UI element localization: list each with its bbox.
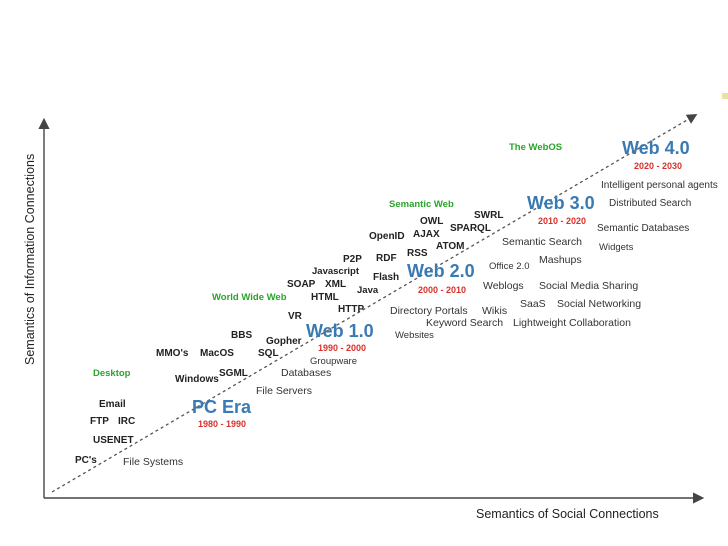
app-file-systems: File Systems	[123, 456, 184, 468]
era-years-web4: 2020 - 2030	[634, 161, 683, 171]
tech-sql: SQL	[258, 348, 279, 359]
app-file-servers: File Servers	[256, 385, 313, 397]
era-title-web2: Web 2.0	[407, 261, 475, 281]
tech-sgml: SGML	[219, 368, 248, 379]
tech-soap: SOAP	[287, 279, 316, 290]
era-years-web2: 2000 - 2010	[418, 285, 467, 295]
tech-ftp: FTP	[90, 416, 109, 427]
app-office20: Office 2.0	[489, 261, 530, 272]
tech-xml: XML	[325, 279, 347, 290]
tech-mmos: MMO's	[156, 348, 189, 359]
category-webos: The WebOS	[509, 142, 563, 153]
corner-mark	[722, 93, 728, 99]
app-directory-portals: Directory Portals	[390, 305, 468, 317]
tech-usenet: USENET	[93, 435, 134, 446]
tech-flash: Flash	[373, 272, 400, 283]
tech-owl: OWL	[420, 216, 444, 227]
app-semantic-search: Semantic Search	[502, 236, 582, 248]
era-years-web1: 1990 - 2000	[318, 343, 367, 353]
app-keyword-search: Keyword Search	[426, 317, 504, 329]
tech-email: Email	[99, 399, 126, 410]
tech-p2p: P2P	[343, 254, 362, 265]
x-axis-title: Semantics of Social Connections	[476, 507, 659, 521]
app-wikis: Wikis	[482, 305, 508, 317]
tech-windows: Windows	[175, 374, 219, 385]
tech-rss: RSS	[407, 248, 428, 259]
tech-atom: ATOM	[436, 241, 465, 252]
tech-rdf: RDF	[376, 253, 397, 264]
era-years-pc: 1980 - 1990	[198, 419, 247, 429]
app-intelligent-agents: Intelligent personal agents	[601, 180, 718, 191]
tech-http: HTTP	[338, 304, 365, 315]
trend-arrow	[51, 114, 698, 493]
app-semantic-databases: Semantic Databases	[597, 223, 690, 234]
tech-sparql: SPARQL	[450, 223, 491, 234]
era-years-web3: 2010 - 2020	[538, 216, 587, 226]
era-title-web4: Web 4.0	[622, 138, 690, 158]
era-title-web3: Web 3.0	[527, 193, 595, 213]
app-social-media-sharing: Social Media Sharing	[539, 280, 639, 292]
app-social-networking: Social Networking	[557, 298, 642, 310]
category-desktop: Desktop	[93, 368, 131, 379]
app-mashups: Mashups	[539, 254, 582, 266]
tech-java: Java	[357, 285, 379, 296]
app-weblogs: Weblogs	[483, 280, 524, 292]
app-websites: Websites	[395, 330, 434, 341]
app-saas: SaaS	[520, 298, 546, 310]
tech-swrl: SWRL	[474, 210, 504, 221]
y-axis-title: Semantics of Information Connections	[23, 153, 37, 365]
category-semantic-web: Semantic Web	[389, 199, 454, 210]
tech-html: HTML	[311, 292, 339, 303]
tech-vr: VR	[288, 311, 302, 322]
tech-javascript: Javascript	[312, 266, 360, 277]
category-www: World Wide Web	[212, 292, 287, 303]
tech-irc: IRC	[118, 416, 136, 427]
tech-macos: MacOS	[200, 348, 234, 359]
tech-gopher: Gopher	[266, 336, 302, 347]
tech-openid: OpenID	[369, 231, 405, 242]
app-databases: Databases	[281, 367, 332, 379]
era-title-web1: Web 1.0	[306, 321, 374, 341]
app-groupware: Groupware	[310, 356, 357, 367]
tech-ajax: AJAX	[413, 229, 440, 240]
app-lightweight-collaboration: Lightweight Collaboration	[513, 317, 631, 329]
app-distributed-search: Distributed Search	[609, 198, 692, 209]
tech-bbs: BBS	[231, 330, 253, 341]
app-widgets: Widgets	[599, 242, 634, 253]
era-title-pc: PC Era	[192, 397, 252, 417]
tech-pcs: PC's	[75, 455, 97, 466]
